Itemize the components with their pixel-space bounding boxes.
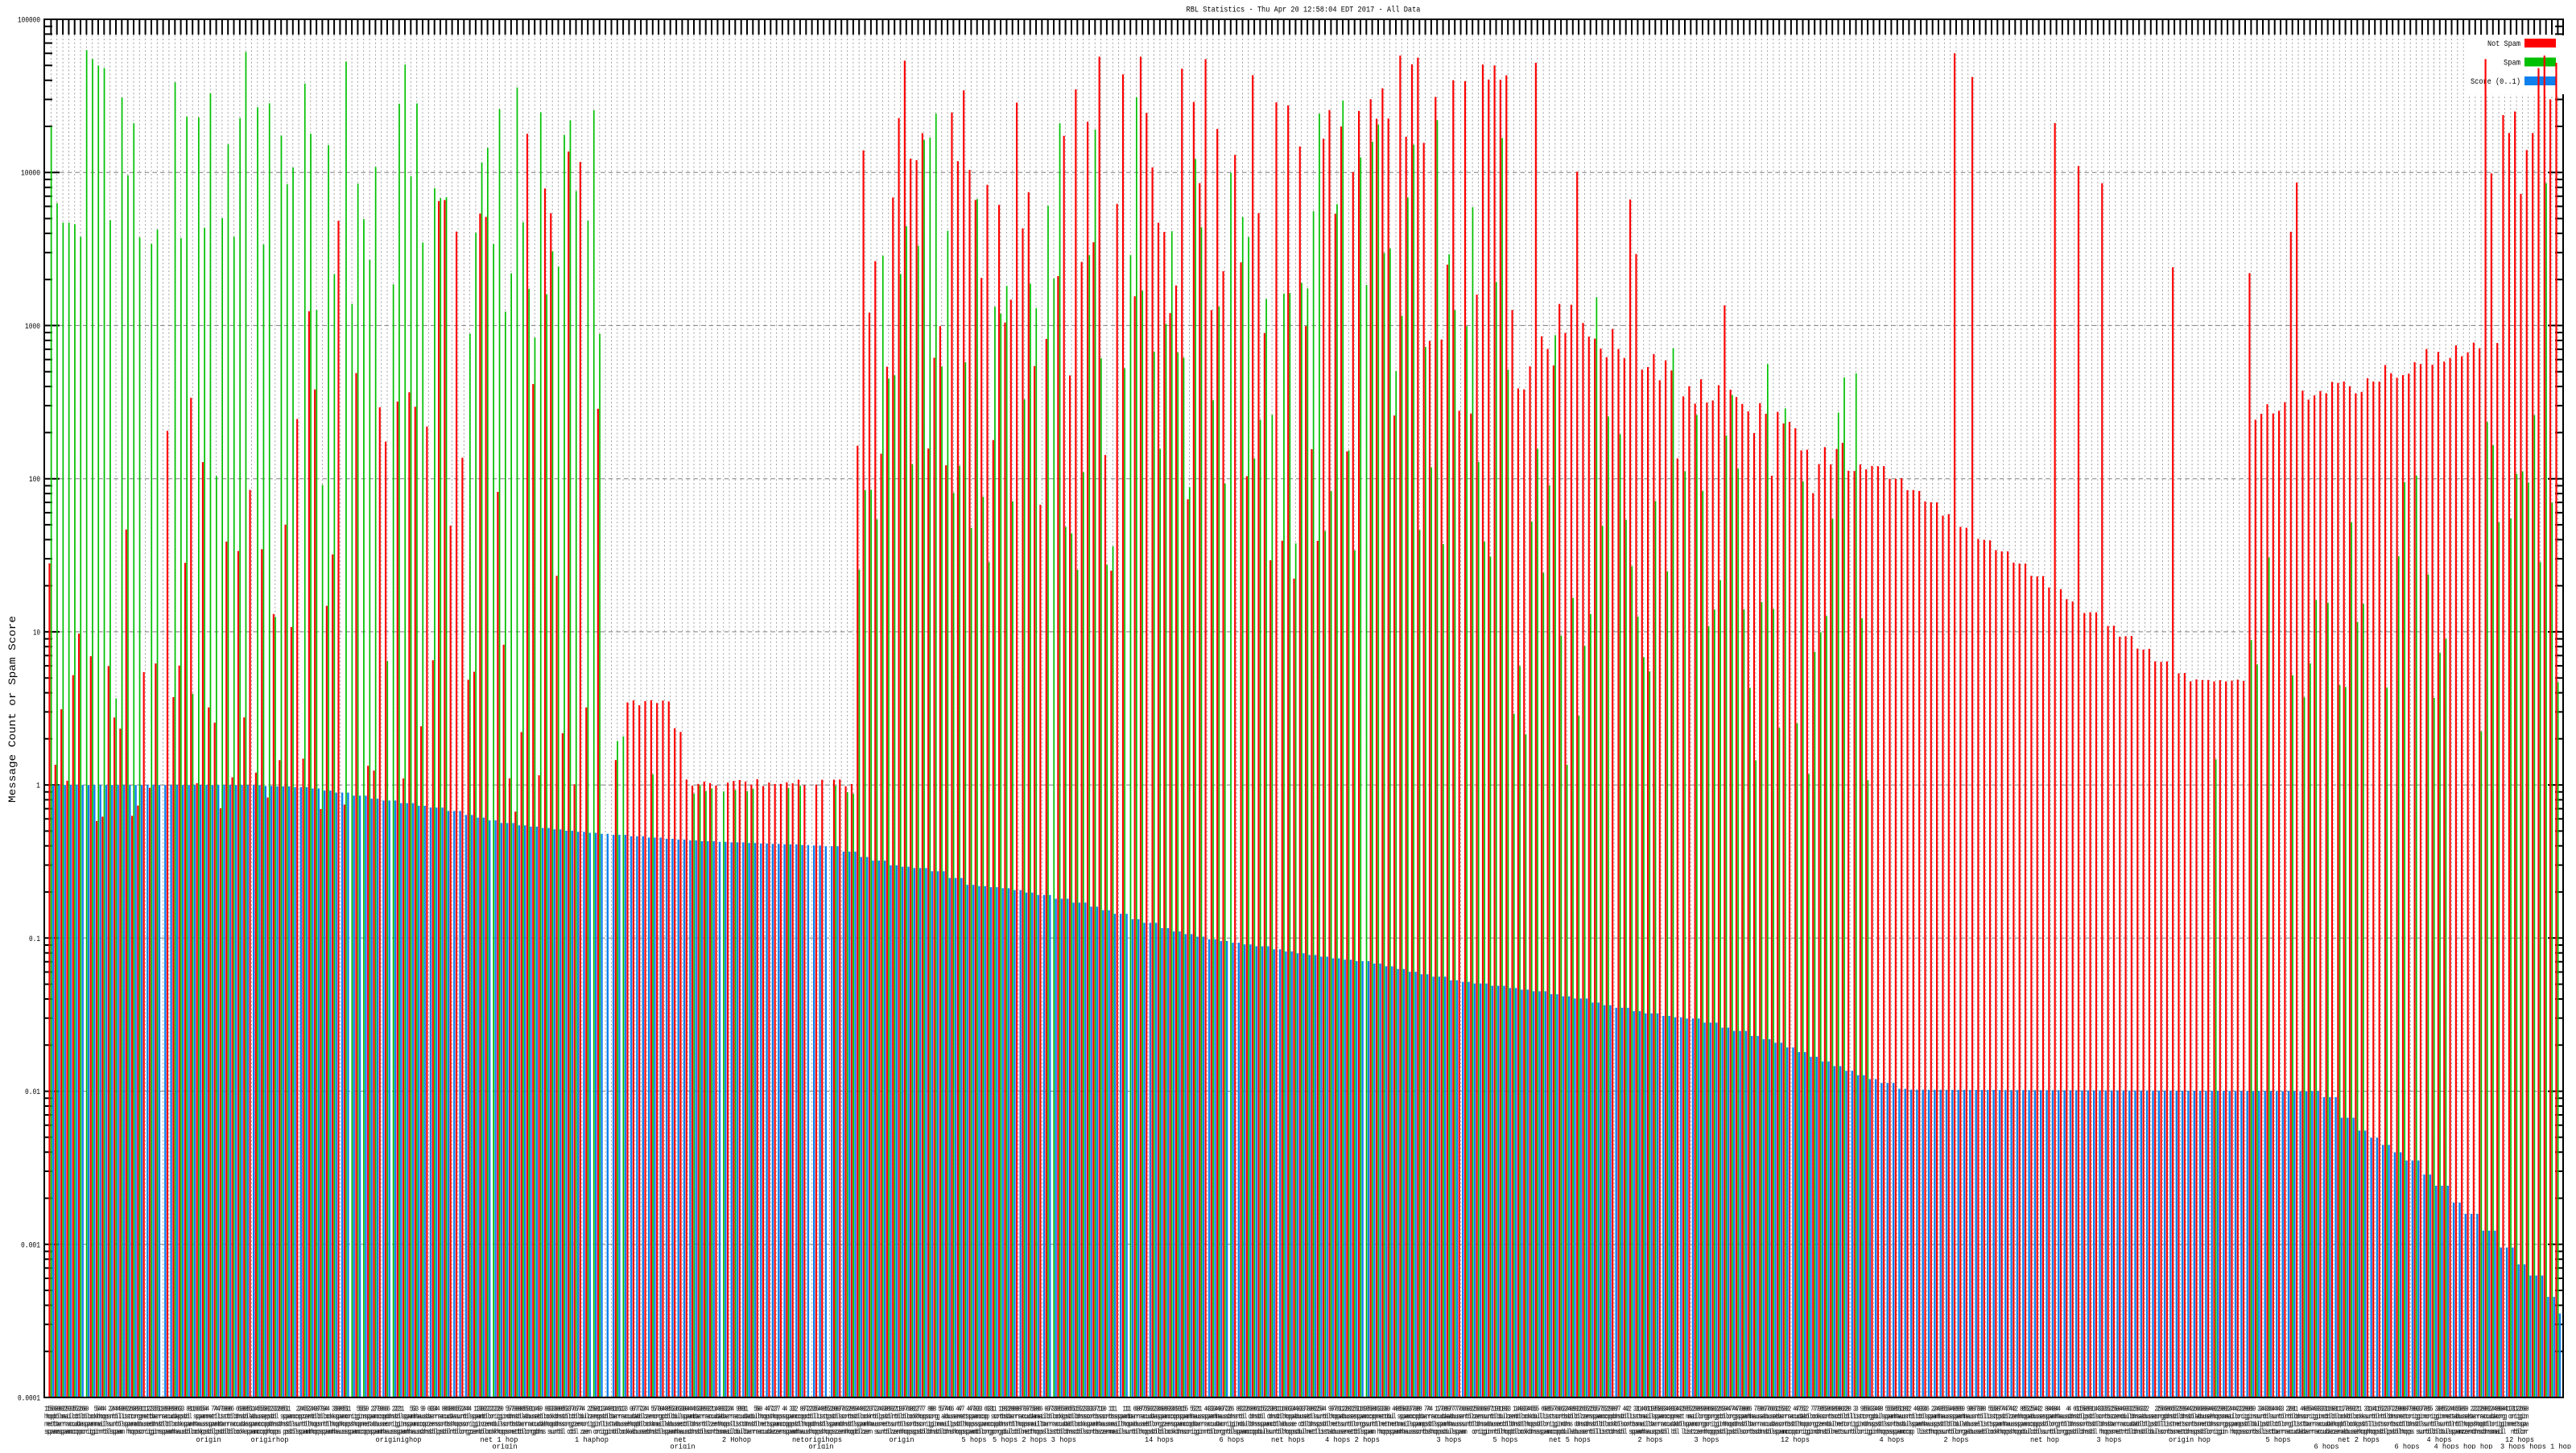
svg-text:Spam: Spam: [2504, 59, 2520, 68]
svg-text:origin: origin: [671, 1443, 696, 1450]
svg-text:6 hops: 6 hops: [2395, 1443, 2420, 1450]
svg-text:3 hops hops 1 hop: 3 hops hops 1 hop: [2500, 1443, 2571, 1450]
svg-text:10: 10: [33, 629, 40, 638]
svg-text:0.0001: 0.0001: [18, 1395, 40, 1404]
svg-text:origin: origin: [493, 1443, 518, 1450]
svg-text:4 hops hop hop: 4 hops hop hop: [2434, 1443, 2493, 1450]
svg-text:3 hops: 3 hops: [1695, 1435, 1719, 1444]
svg-text:4 hops: 4 hops: [1880, 1435, 1905, 1444]
svg-text:10000: 10000: [21, 170, 40, 179]
svg-text:netbarracudaspammailsurblspama: netbarracudaspammailsurblspamabusednsblb…: [47, 1420, 2529, 1429]
svg-text:spamspamcoporiginrblspam hopso: spamspamcoporiginrblspam hopsoriginspamh…: [44, 1427, 2527, 1436]
svg-text:5 hops: 5 hops: [1493, 1435, 1518, 1444]
svg-text:3 hops: 3 hops: [2097, 1435, 2122, 1444]
svg-text:100: 100: [29, 476, 40, 485]
svg-text:hopblmailcblblockhopsrbllistor: hopblmailcblblockhopsrbllistorgnetbarrac…: [44, 1412, 2527, 1421]
svg-text:4 hops 2 hops: 4 hops 2 hops: [1325, 1435, 1380, 1444]
svg-text:14 hops: 14 hops: [1145, 1435, 1174, 1444]
svg-text:net 2 hops: net 2 hops: [2338, 1435, 2380, 1444]
svg-text:1 haphop: 1 haphop: [575, 1435, 609, 1444]
svg-text:4 hops: 4 hops: [2427, 1435, 2452, 1444]
svg-text:1000: 1000: [25, 323, 40, 332]
svg-text:0.1: 0.1: [29, 935, 40, 944]
svg-text:3 hops: 3 hops: [1437, 1435, 1462, 1444]
svg-text:5 hops 2 hops 3 hops: 5 hops 2 hops 3 hops: [993, 1435, 1076, 1444]
svg-text:Message Count or Spam Score: Message Count or Spam Score: [6, 616, 19, 803]
svg-text:156002935260 544 244982689112: 156002935260 544 244982689112351098963 8…: [47, 1405, 2529, 1414]
svg-text:net hop: net hop: [2030, 1435, 2059, 1444]
svg-text:0.001: 0.001: [21, 1241, 40, 1250]
svg-text:1: 1: [36, 782, 40, 791]
svg-text:100000: 100000: [18, 17, 40, 26]
svg-text:origin: origin: [890, 1435, 914, 1444]
svg-text:5 hops: 5 hops: [2266, 1435, 2291, 1444]
svg-text:net hops: net hops: [1271, 1435, 1305, 1444]
svg-text:Not Spam: Not Spam: [2487, 39, 2520, 49]
svg-text:Score (0..1): Score (0..1): [2471, 77, 2520, 87]
svg-text:hopblmailcblblockhopsrbllistor: hopblmailcblblockhopsrbllistorgnetbarrac…: [47, 1412, 2529, 1421]
svg-text:0.01: 0.01: [25, 1088, 40, 1097]
svg-text:12 hops: 12 hops: [2505, 1435, 2534, 1444]
svg-text:RBL Statistics - Thu Apr 20 12: RBL Statistics - Thu Apr 20 12:58:04 EDT…: [1187, 6, 1421, 15]
svg-text:12 hops: 12 hops: [1781, 1435, 1810, 1444]
svg-text:origirhop: origirhop: [251, 1435, 289, 1444]
svg-text:net: net: [674, 1435, 687, 1444]
svg-text:2 hops: 2 hops: [1944, 1435, 1969, 1444]
svg-text:origin hop: origin hop: [2169, 1435, 2211, 1444]
svg-text:156002935260 544 244982689112: 156002935260 544 244982689112351098963 8…: [44, 1405, 2527, 1414]
svg-text:5 hops: 5 hops: [962, 1435, 987, 1444]
svg-text:6 hops: 6 hops: [1220, 1435, 1245, 1444]
svg-text:6 hops: 6 hops: [2314, 1443, 2339, 1450]
svg-text:origin: origin: [196, 1435, 221, 1444]
svg-text:net 5 hops: net 5 hops: [1549, 1435, 1591, 1444]
svg-text:net 1 hop: net 1 hop: [481, 1435, 518, 1444]
svg-text:netorigihops: netorigihops: [792, 1435, 842, 1444]
svg-text:2 Hohop: 2 Hohop: [722, 1435, 751, 1444]
svg-text:spamspamcoporiginrblspam hopso: spamspamcoporiginrblspam hopsoriginspamh…: [47, 1427, 2529, 1436]
svg-text:origin: origin: [809, 1443, 834, 1450]
svg-text:netbarracudaspammailsurblspama: netbarracudaspammailsurblspamabusednsblb…: [44, 1420, 2527, 1429]
svg-text:2 hops: 2 hops: [1638, 1435, 1663, 1444]
svg-text:originighop: originighop: [376, 1435, 422, 1444]
